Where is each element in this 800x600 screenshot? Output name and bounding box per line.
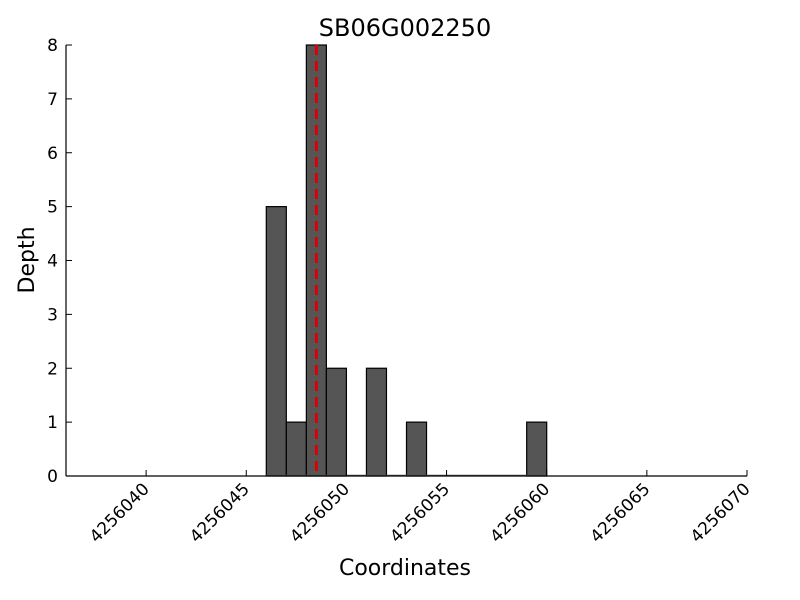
x-tick-label: 4256060 <box>487 479 555 547</box>
x-tick-label: 4256050 <box>286 479 354 547</box>
x-tick-label: 4256040 <box>86 479 154 547</box>
histogram-bar <box>365 367 388 477</box>
y-axis-label: Depth <box>15 226 40 293</box>
x-tick-label: 4256070 <box>687 479 755 547</box>
histogram-bar <box>405 421 428 477</box>
x-tick-label: 4256055 <box>386 479 454 547</box>
chart-title: SB06G002250 <box>319 14 491 42</box>
plot-area: 0 1 2 3 4 5 6 7 8 4256040 4256045 4256050 4256055 425… <box>47 36 754 547</box>
y-tick-label: 3 <box>47 305 58 325</box>
histogram-bar <box>285 421 307 477</box>
y-tick-label: 0 <box>47 467 58 487</box>
x-tick-label: 4256065 <box>587 479 655 547</box>
y-tick-label: 5 <box>47 198 58 218</box>
y-tick-label: 2 <box>47 359 58 379</box>
x-tick-label: 4256045 <box>186 479 254 547</box>
x-axis-label: Coordinates <box>339 556 471 581</box>
histogram-bar <box>526 421 548 477</box>
histogram-bar <box>325 367 348 477</box>
y-tick-label: 1 <box>47 413 58 433</box>
y-tick-label: 6 <box>47 144 58 164</box>
y-tick-label: 4 <box>47 252 58 272</box>
y-tick-label: 7 <box>47 90 58 110</box>
histogram-bar <box>265 206 287 477</box>
y-tick-label: 8 <box>47 36 58 56</box>
